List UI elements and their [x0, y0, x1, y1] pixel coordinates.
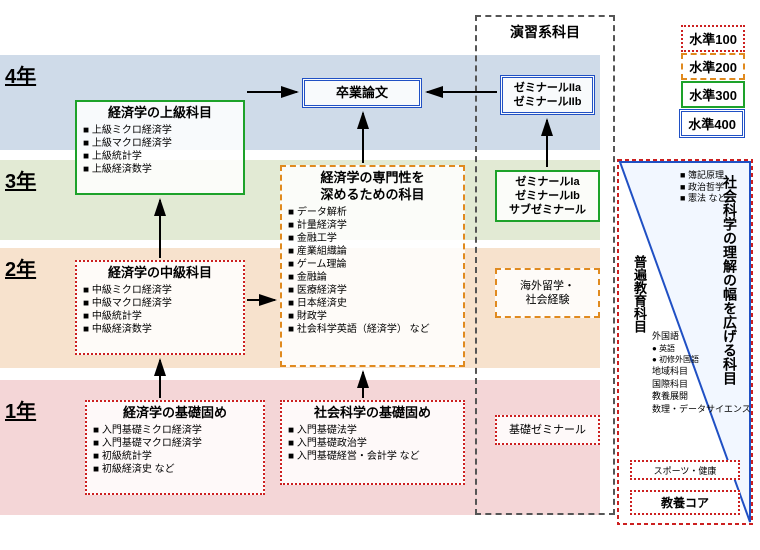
gen-ed-title: 普遍教育科目: [630, 255, 649, 405]
core-box: 教養コア: [630, 490, 740, 515]
sports-box: スポーツ・健康: [630, 460, 740, 480]
gen-ed-list: 外国語 ● 英語 ● 初修外国語 地域科目 国際科目 教養展開 数理・データサイ…: [652, 330, 751, 415]
broad-list: 簿記原理 政治哲学 憲法 など: [680, 170, 726, 205]
